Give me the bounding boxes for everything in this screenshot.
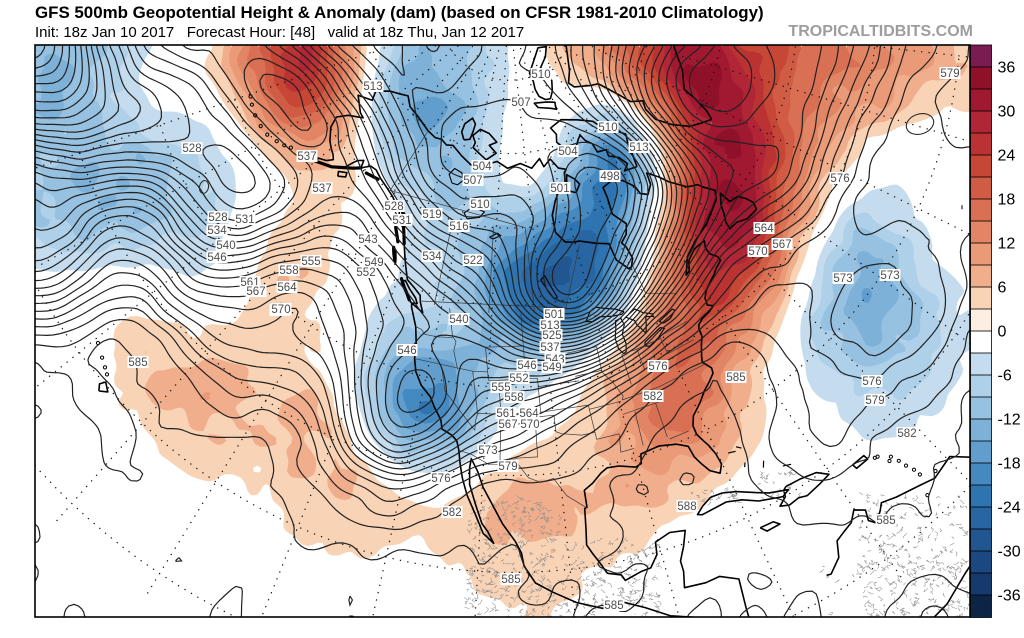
svg-text:567: 567 [772, 239, 791, 251]
svg-text:-36: -36 [998, 588, 1021, 605]
svg-text:510: 510 [598, 122, 617, 134]
svg-text:537: 537 [540, 342, 559, 354]
svg-text:564: 564 [277, 282, 297, 294]
svg-text:555: 555 [301, 256, 320, 268]
svg-text:-24: -24 [998, 500, 1021, 517]
svg-text:579: 579 [940, 68, 959, 80]
svg-text:525: 525 [542, 330, 561, 342]
svg-text:576: 576 [830, 173, 849, 185]
svg-text:507: 507 [511, 97, 530, 109]
svg-text:564: 564 [519, 408, 539, 420]
svg-text:582: 582 [897, 428, 916, 440]
svg-text:-30: -30 [998, 544, 1021, 561]
svg-text:540: 540 [216, 240, 235, 252]
svg-text:513: 513 [629, 142, 648, 154]
svg-text:540: 540 [449, 314, 468, 326]
svg-text:585: 585 [128, 357, 147, 369]
svg-text:567: 567 [498, 419, 517, 431]
svg-text:519: 519 [422, 209, 441, 221]
svg-text:570: 570 [748, 246, 767, 258]
svg-text:0: 0 [998, 324, 1007, 341]
svg-text:12: 12 [998, 236, 1016, 253]
svg-text:579: 579 [865, 395, 884, 407]
svg-text:528: 528 [208, 212, 227, 224]
svg-text:-18: -18 [998, 456, 1021, 473]
svg-text:528: 528 [182, 143, 201, 155]
svg-text:579: 579 [498, 461, 517, 473]
svg-text:546: 546 [397, 345, 416, 357]
svg-text:582: 582 [643, 391, 662, 403]
svg-text:528: 528 [384, 201, 403, 213]
svg-text:585: 585 [726, 372, 745, 384]
svg-text:510: 510 [470, 199, 489, 211]
svg-text:573: 573 [880, 270, 899, 282]
svg-text:558: 558 [504, 392, 523, 404]
svg-text:6: 6 [998, 280, 1007, 297]
svg-text:585: 585 [876, 515, 895, 527]
svg-text:537: 537 [312, 183, 331, 195]
svg-text:531: 531 [392, 215, 411, 227]
svg-text:582: 582 [442, 507, 461, 519]
svg-text:576: 576 [648, 361, 667, 373]
svg-text:534: 534 [422, 251, 442, 263]
svg-text:552: 552 [356, 267, 375, 279]
svg-text:546: 546 [207, 252, 226, 264]
svg-text:570: 570 [520, 419, 539, 431]
svg-text:24: 24 [998, 148, 1016, 165]
svg-text:504: 504 [472, 161, 492, 173]
svg-text:30: 30 [998, 104, 1016, 121]
svg-text:36: 36 [998, 60, 1016, 77]
svg-text:564: 564 [754, 223, 774, 235]
svg-text:570: 570 [271, 304, 290, 316]
svg-text:537: 537 [297, 151, 316, 163]
svg-text:504: 504 [558, 146, 578, 158]
svg-text:522: 522 [463, 255, 482, 267]
svg-text:585: 585 [604, 600, 623, 612]
svg-text:516: 516 [449, 221, 468, 233]
svg-text:498: 498 [600, 171, 619, 183]
svg-text:510: 510 [531, 69, 550, 81]
svg-text:501: 501 [544, 309, 563, 321]
svg-text:534: 534 [207, 225, 227, 237]
svg-text:588: 588 [677, 501, 696, 513]
svg-text:561: 561 [496, 408, 515, 420]
svg-text:501: 501 [550, 183, 569, 195]
svg-text:585: 585 [501, 574, 520, 586]
svg-text:513: 513 [363, 81, 382, 93]
svg-text:576: 576 [431, 473, 450, 485]
svg-text:18: 18 [998, 192, 1016, 209]
svg-text:-12: -12 [998, 412, 1021, 429]
svg-text:546: 546 [517, 360, 536, 372]
svg-text:543: 543 [358, 234, 377, 246]
svg-text:507: 507 [463, 175, 482, 187]
svg-text:558: 558 [279, 265, 298, 277]
svg-text:549: 549 [542, 362, 561, 374]
svg-text:552: 552 [509, 373, 528, 385]
svg-text:576: 576 [862, 376, 881, 388]
svg-text:573: 573 [478, 445, 497, 457]
svg-text:531: 531 [235, 214, 254, 226]
svg-text:-6: -6 [998, 368, 1012, 385]
svg-text:567: 567 [246, 286, 265, 298]
svg-text:573: 573 [833, 273, 852, 285]
